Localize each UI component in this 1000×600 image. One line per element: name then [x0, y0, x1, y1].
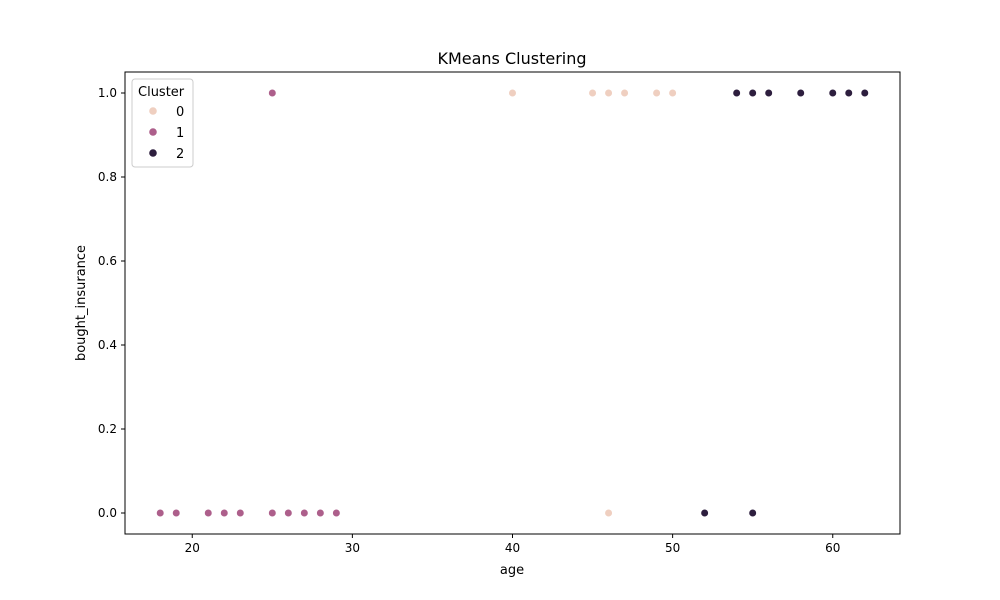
data-point-cluster-0: [604, 88, 613, 98]
data-point-cluster-0: [652, 88, 661, 98]
data-point-cluster-1: [300, 508, 309, 518]
data-point-cluster-1: [172, 508, 181, 518]
y-tick-label: 0.8: [98, 170, 117, 184]
legend-label-0: 0: [176, 105, 184, 120]
data-point-cluster-1: [156, 508, 165, 518]
data-point-cluster-2: [732, 88, 741, 98]
data-point-cluster-2: [764, 88, 773, 98]
legend-marker-2: [149, 149, 157, 157]
y-tick-label: 0.0: [98, 506, 117, 520]
x-tick-label: 60: [825, 541, 840, 555]
y-axis-label: bought_insurance: [74, 245, 89, 361]
y-tick-label: 0.4: [98, 338, 117, 352]
data-point-cluster-2: [844, 88, 853, 98]
data-point-cluster-1: [204, 508, 213, 518]
data-points: [156, 88, 869, 518]
data-point-cluster-2: [748, 508, 757, 518]
legend-box: [131, 78, 194, 168]
data-point-cluster-1: [332, 508, 341, 518]
data-point-cluster-0: [604, 508, 613, 518]
x-tick-label: 50: [665, 541, 680, 555]
data-point-cluster-0: [508, 88, 517, 98]
data-point-cluster-2: [796, 88, 805, 98]
legend: Cluster 0 1 2: [131, 78, 194, 168]
data-point-cluster-2: [860, 88, 869, 98]
x-axis-label: age: [500, 563, 524, 578]
data-point-cluster-1: [220, 508, 229, 518]
x-tick-label: 30: [345, 541, 360, 555]
axis-ticks: 20 30 40 50 600.00.20.40.60.81.0: [98, 86, 840, 555]
plot-area: [124, 71, 901, 535]
x-tick-label: 20: [185, 541, 200, 555]
data-point-cluster-1: [316, 508, 325, 518]
legend-marker-0: [149, 107, 157, 115]
data-point-cluster-0: [668, 88, 677, 98]
y-tick-label: 1.0: [98, 86, 117, 100]
data-point-cluster-1: [268, 508, 277, 518]
chart-title: KMeans Clustering: [437, 49, 586, 68]
data-point-cluster-2: [700, 508, 709, 518]
y-tick-label: 0.2: [98, 422, 117, 436]
x-tick-label: 40: [505, 541, 520, 555]
legend-label-1: 1: [176, 126, 184, 141]
legend-label-2: 2: [176, 147, 184, 162]
data-point-cluster-2: [828, 88, 837, 98]
data-point-cluster-0: [588, 88, 597, 98]
legend-entries: 0 1 2: [149, 105, 184, 162]
data-point-cluster-1: [268, 88, 277, 98]
legend-marker-1: [149, 128, 157, 136]
data-point-cluster-0: [620, 88, 629, 98]
data-point-cluster-2: [748, 88, 757, 98]
legend-title: Cluster: [138, 85, 185, 100]
data-point-cluster-1: [284, 508, 293, 518]
y-tick-label: 0.6: [98, 254, 117, 268]
data-point-cluster-1: [236, 508, 245, 518]
